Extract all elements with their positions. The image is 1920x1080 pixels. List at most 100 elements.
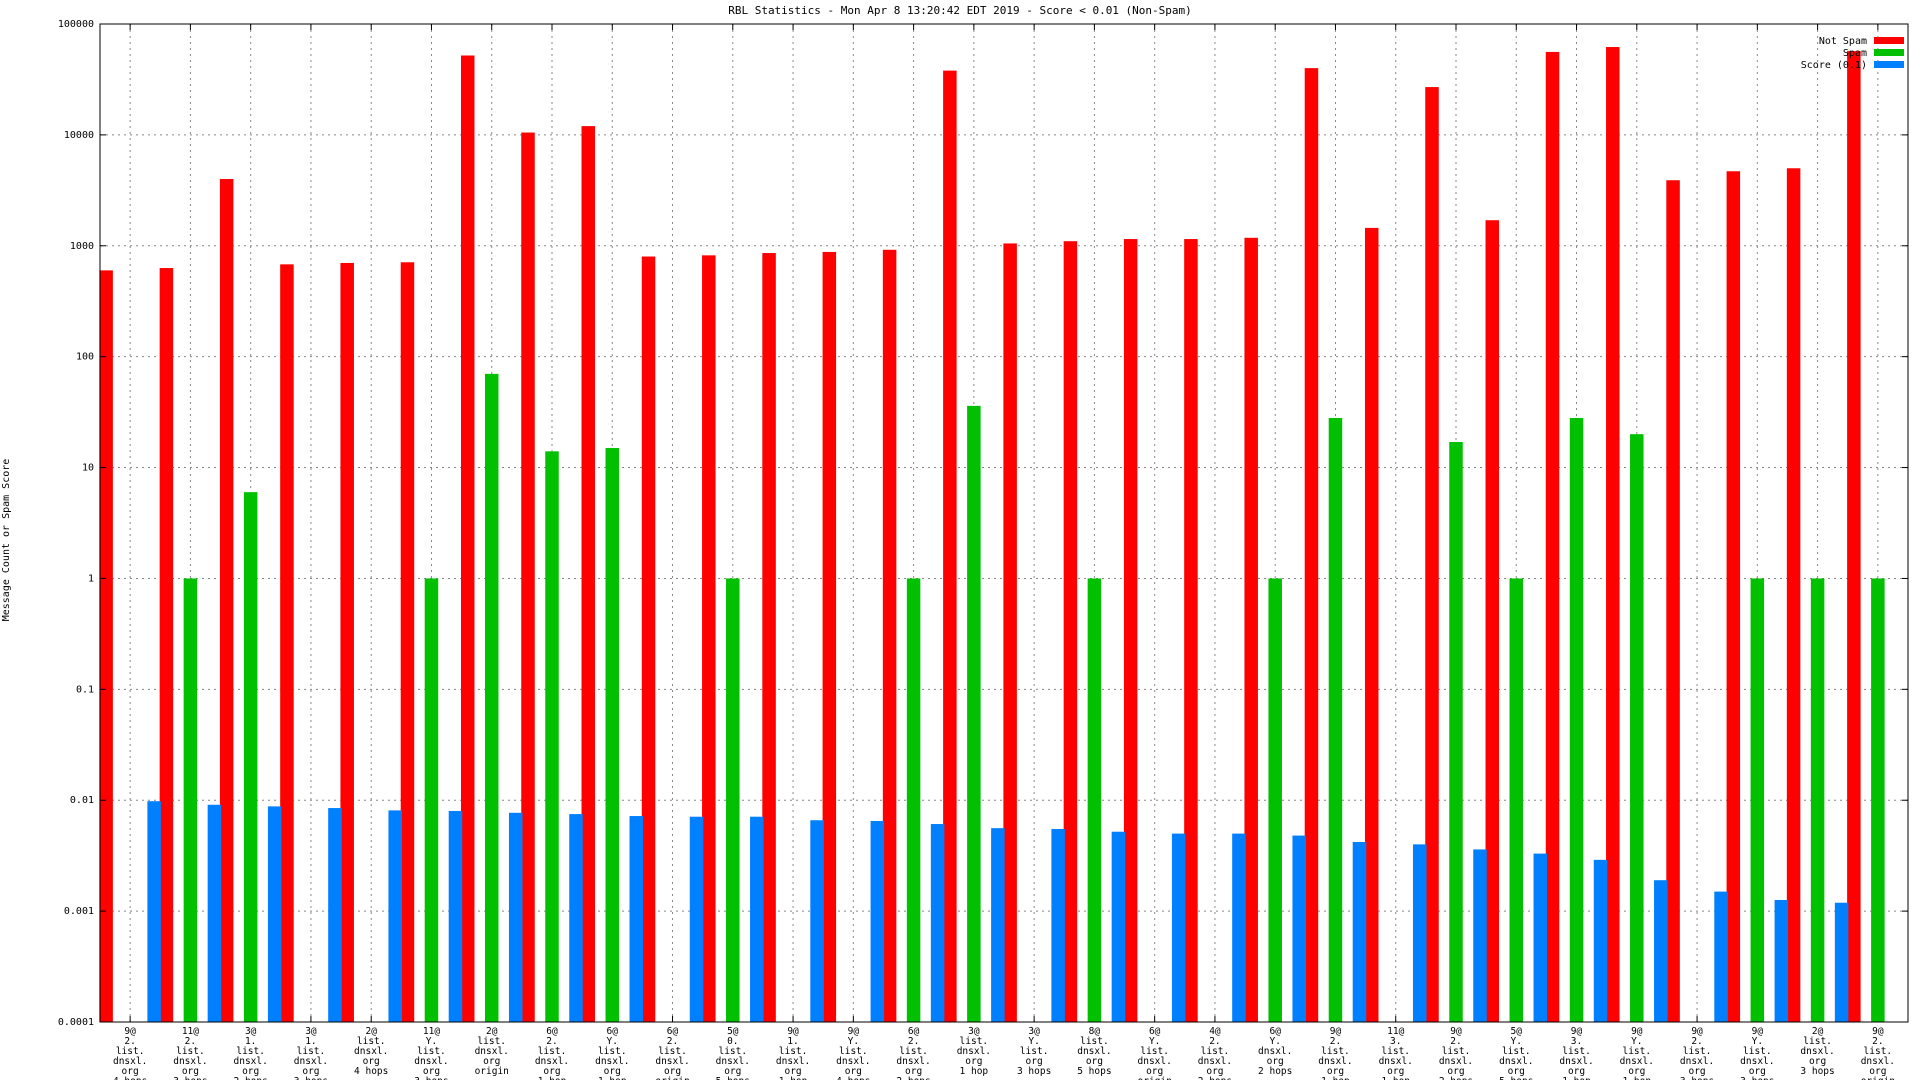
bar-spam bbox=[726, 578, 740, 1022]
x-tick-label: 3@ Y. list. org 3 hops bbox=[1017, 1026, 1051, 1077]
bar-score-0-1 bbox=[1473, 849, 1487, 1022]
bar-score-0-1 bbox=[1352, 841, 1367, 1022]
legend-swatch bbox=[1874, 61, 1904, 68]
bar-spam bbox=[1810, 578, 1825, 1022]
bar-spam bbox=[1871, 578, 1885, 1022]
bar-not-spam bbox=[1606, 47, 1620, 1022]
y-tick-label: 1 bbox=[88, 573, 94, 584]
bar-not-spam bbox=[1847, 51, 1861, 1023]
bar-score-0-1 bbox=[689, 816, 704, 1022]
bar-spam bbox=[1268, 578, 1282, 1022]
y-tick-label: 0.1 bbox=[76, 684, 94, 695]
bar-spam bbox=[183, 578, 198, 1022]
bar-spam bbox=[906, 578, 921, 1022]
bar-score-0-1 bbox=[1171, 833, 1186, 1022]
bar-not-spam bbox=[280, 264, 294, 1022]
bar-score-0-1 bbox=[1232, 833, 1246, 1022]
bar-score-0-1 bbox=[810, 820, 824, 1022]
bar-score-0-1 bbox=[508, 812, 523, 1022]
bar-score-0-1 bbox=[569, 814, 583, 1022]
bar-spam bbox=[424, 578, 439, 1022]
bar-score-0-1 bbox=[1111, 831, 1126, 1022]
bar-spam bbox=[605, 448, 620, 1022]
bar-score-0-1 bbox=[388, 810, 402, 1022]
bar-not-spam bbox=[219, 179, 234, 1023]
bar-not-spam bbox=[159, 268, 174, 1022]
bar-spam bbox=[1328, 417, 1343, 1022]
y-tick-label: 0.0001 bbox=[58, 1017, 94, 1028]
y-tick-labels: 0.0001 0.001 0.01 0.1 1 10 100 1000 10000 100000 bbox=[58, 19, 1908, 1028]
legend-label: Score (0.1) bbox=[1801, 60, 1867, 71]
bar-spam bbox=[1630, 434, 1644, 1022]
y-tick-label: 1000 bbox=[70, 241, 94, 252]
bar-spam bbox=[1569, 417, 1584, 1022]
bar-not-spam bbox=[340, 262, 354, 1022]
bar-not-spam bbox=[762, 253, 776, 1023]
bar-not-spam bbox=[460, 55, 475, 1023]
bar-not-spam bbox=[943, 70, 957, 1022]
bar-score-0-1 bbox=[870, 820, 885, 1022]
bar-spam bbox=[1509, 578, 1524, 1022]
bar-not-spam bbox=[1485, 220, 1500, 1022]
bar-not-spam bbox=[581, 126, 596, 1022]
bar-score-0-1 bbox=[1412, 844, 1427, 1022]
bar-not-spam bbox=[641, 256, 656, 1022]
bar-score-0-1 bbox=[930, 824, 945, 1022]
bar-not-spam bbox=[1666, 180, 1680, 1022]
bar-not-spam bbox=[882, 249, 897, 1022]
bar-not-spam bbox=[521, 132, 535, 1022]
plot-frame bbox=[99, 23, 1909, 1023]
bar-not-spam bbox=[1364, 227, 1379, 1023]
bar-not-spam bbox=[1063, 241, 1078, 1022]
bar-not-spam bbox=[1545, 51, 1560, 1022]
bar-not-spam bbox=[1184, 239, 1198, 1022]
bar-score-0-1 bbox=[1774, 899, 1789, 1022]
x-tick-label: 6@ Y. dnsxl. org 2 hops bbox=[1258, 1026, 1292, 1077]
bar-score-0-1 bbox=[1714, 891, 1728, 1022]
bar-score-0-1 bbox=[147, 801, 161, 1022]
bar-spam bbox=[967, 405, 981, 1022]
legend-label: Not Spam bbox=[1819, 36, 1867, 47]
bar-spam bbox=[1087, 578, 1102, 1022]
bar-not-spam bbox=[1003, 243, 1017, 1023]
bar-score-0-1 bbox=[1593, 859, 1608, 1022]
y-tick-label: 10000 bbox=[64, 130, 94, 141]
bar-score-0-1 bbox=[328, 808, 342, 1022]
y-tick-label: 0.001 bbox=[64, 906, 94, 917]
bar-spam bbox=[545, 451, 559, 1023]
y-tick-label: 100000 bbox=[58, 19, 94, 30]
bar-not-spam bbox=[99, 270, 113, 1023]
bar-not-spam bbox=[1786, 168, 1801, 1022]
legend-swatch bbox=[1874, 37, 1904, 44]
bar-score-0-1 bbox=[1533, 853, 1548, 1022]
bar-spam bbox=[243, 492, 258, 1022]
bar-not-spam bbox=[1123, 239, 1138, 1022]
chart-title: RBL Statistics - Mon Apr 8 13:20:42 EDT … bbox=[728, 4, 1192, 17]
legend-label: Spam bbox=[1843, 48, 1867, 59]
x-tick-label: 8@ list. dnsxl. org 5 hops bbox=[1077, 1026, 1111, 1077]
y-axis-label: Message Count or Spam Score bbox=[1, 459, 12, 622]
bar-score-0-1 bbox=[750, 816, 764, 1022]
bar-spam bbox=[1750, 578, 1765, 1022]
